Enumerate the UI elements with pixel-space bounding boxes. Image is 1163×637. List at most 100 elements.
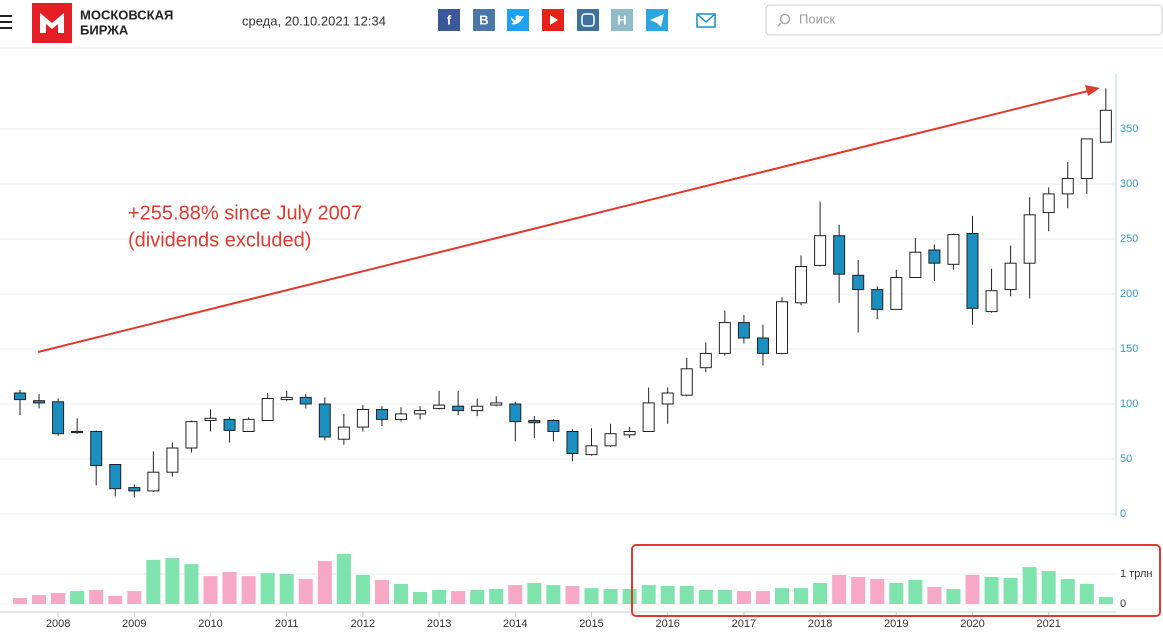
- volume-bar: [336, 553, 351, 604]
- candle-body: [490, 402, 503, 406]
- volume-bar: [184, 564, 199, 604]
- annotation: +255.88% since July 2007: [128, 202, 362, 224]
- search-box[interactable]: Поиск: [765, 4, 1163, 36]
- volume-bar: [1022, 567, 1037, 604]
- candle-body: [318, 403, 331, 438]
- candle-body: [166, 447, 179, 473]
- volume-bar: [127, 591, 142, 604]
- candle-body: [890, 277, 903, 310]
- search-icon: [777, 22, 782, 27]
- candle-body: [90, 431, 103, 467]
- icon-glyph: [696, 13, 716, 24]
- volume-bar: [660, 586, 675, 604]
- mail-icon[interactable]: [696, 13, 716, 28]
- volume-bar: [565, 586, 580, 604]
- search-field[interactable]: [765, 4, 1163, 36]
- candle-body: [585, 445, 598, 456]
- vk-icon[interactable]: [473, 9, 495, 31]
- facebook-icon[interactable]: [438, 9, 460, 31]
- volume-bar: [1060, 579, 1075, 604]
- candle-body: [985, 290, 998, 313]
- icon-glyph: [511, 15, 524, 25]
- volume-bar: [622, 589, 637, 604]
- x-tick-label: 2009: [122, 618, 146, 630]
- menu-line: [0, 15, 12, 17]
- volume-bar: [775, 588, 789, 604]
- icon-letter: Н: [617, 12, 626, 27]
- volume-bar: [584, 588, 599, 604]
- volume-bar: [1098, 597, 1113, 604]
- volume-bar: [679, 586, 694, 604]
- candle-body: [452, 405, 465, 412]
- candle-body: [604, 433, 617, 447]
- candle-body: [718, 322, 731, 354]
- volume-bar: [32, 595, 47, 604]
- candle-body: [871, 289, 884, 310]
- instagram-icon[interactable]: [577, 9, 599, 31]
- candle-body: [147, 471, 160, 492]
- volume-bar: [717, 589, 732, 604]
- candle-body: [185, 421, 198, 449]
- x-tick-label: 2015: [579, 618, 603, 630]
- y-tick-label: 300: [1120, 178, 1138, 190]
- candle-body: [547, 420, 560, 432]
- logo-glyph: [40, 13, 64, 33]
- candle-body: [699, 352, 712, 369]
- volume-bar: [889, 583, 904, 604]
- volume-bar: [603, 589, 618, 604]
- candle-body: [776, 301, 788, 354]
- volume-bar: [698, 589, 713, 604]
- candle-body: [395, 413, 407, 420]
- volume-bar: [813, 583, 828, 604]
- x-tick-label: 2021: [1036, 618, 1060, 630]
- x-tick-label: 2013: [427, 618, 451, 630]
- logo-text: МОСКОВСКАЯ: [80, 7, 173, 22]
- x-tick-label: 2010: [198, 618, 222, 630]
- volume-bar: [394, 583, 408, 604]
- annotation: (dividends excluded): [128, 229, 311, 251]
- social-icons: f В Н: [438, 9, 716, 31]
- x-tick-label: 2017: [732, 618, 756, 630]
- icon-glyph: [581, 13, 595, 27]
- volume-bar: [546, 585, 561, 604]
- logo[interactable]: МОСКОВСКАЯ БИРЖА: [32, 3, 173, 43]
- candle-body: [261, 398, 274, 421]
- candle-body: [795, 266, 808, 304]
- menu-button[interactable]: [0, 15, 12, 29]
- volume-bar: [965, 574, 980, 604]
- x-tick-label: 2020: [960, 618, 984, 630]
- candle-body: [661, 392, 674, 405]
- candle-body: [509, 403, 522, 423]
- volume-bar: [89, 589, 104, 604]
- volume-bar: [298, 579, 313, 604]
- volume-bar: [374, 580, 389, 604]
- candle-body: [737, 322, 750, 339]
- candle-body: [242, 418, 255, 432]
- candle-body: [966, 233, 979, 309]
- volume-bar: [508, 585, 523, 604]
- volume-bar: [1079, 583, 1094, 604]
- volume-bar: [470, 589, 485, 604]
- menu-line: [0, 27, 12, 29]
- volume-bar: [203, 576, 218, 604]
- volume-bar: [279, 574, 294, 604]
- candle-body: [223, 418, 236, 431]
- search-placeholder: Поиск: [799, 11, 835, 26]
- candle-body: [471, 405, 484, 412]
- x-tick-label: 2016: [655, 618, 679, 630]
- volume-bar: [641, 585, 656, 604]
- candle-body: [680, 368, 693, 396]
- icon-letter: f: [447, 12, 452, 27]
- datetime: среда, 20.10.2021 12:34: [242, 13, 386, 28]
- candle-body: [1042, 193, 1055, 214]
- x-tick-label: 2011: [275, 618, 299, 630]
- volume-bar: [527, 583, 542, 604]
- h-icon[interactable]: [611, 9, 633, 31]
- candle-body: [299, 396, 312, 405]
- volume-bar: [755, 591, 770, 604]
- y-tick-label: 350: [1120, 123, 1138, 135]
- volume-bar: [1041, 571, 1056, 604]
- icon-letter: В: [479, 12, 488, 27]
